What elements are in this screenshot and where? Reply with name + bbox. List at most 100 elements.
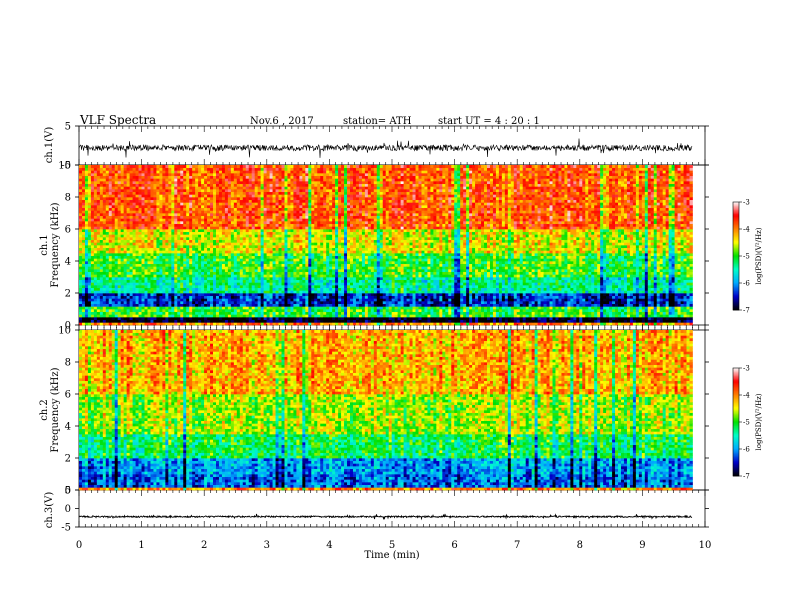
spectrogram-cell [252,184,255,187]
spectrogram-cell [118,304,121,307]
spectrogram-cell [139,274,142,277]
spectrogram-cell [234,304,237,307]
spectrogram-cell [204,202,207,205]
spectrogram-cell [88,245,91,248]
spectrogram-cell [317,277,320,280]
spectrogram-cell [267,258,270,261]
spectrogram-cell [171,210,174,213]
spectrogram-cell [171,277,174,280]
spectrogram-cell [293,213,296,216]
spectrogram-cell [189,293,192,296]
spectrogram-cell [153,277,156,280]
spectrogram-cell [88,298,91,301]
spectrogram-cell [168,306,171,309]
spectrogram-cell [124,178,127,181]
spectrogram-cell [299,232,302,235]
spectrogram-cell [207,322,210,325]
spectrogram-cell [311,186,314,189]
spectrogram-cell [231,218,234,221]
spectrogram-cell [234,218,237,221]
spectrogram-cell [210,309,213,312]
spectrogram-cell [276,226,279,229]
spectrogram-cell [264,266,267,269]
spectrogram-cell [210,285,213,288]
spectrogram-cell [94,274,97,277]
spectrogram-cell [177,266,180,269]
spectrogram-cell [94,178,97,181]
spectrogram-cell [234,213,237,216]
spectrogram-cell [195,210,198,213]
spectrogram-cell [282,309,285,312]
spectrogram-cell [139,309,142,312]
spectrogram-cell [121,200,124,203]
spectrogram-cell [148,218,151,221]
spectrogram-cell [219,237,222,240]
spectrogram-cell [261,186,264,189]
spectrogram-cell [323,237,326,240]
spectrogram-cell [159,208,162,211]
spectrogram-cell [94,285,97,288]
spectrogram-cell [302,184,305,187]
spectrogram-cell [258,170,261,173]
spectrogram-cell [308,197,311,200]
spectrogram-cell [106,250,109,253]
spectrogram-cell [249,306,252,309]
spectrogram-cell [195,301,198,304]
spectrogram-cell [261,181,264,184]
spectrogram-cell [198,232,201,235]
spectrogram-cell [121,258,124,261]
spectrogram-cell [207,234,210,237]
spectrogram-cell [109,192,112,195]
spectrogram-cell [273,298,276,301]
spectrogram-cell [231,208,234,211]
spectrogram-cell [219,208,222,211]
spectrogram-cell [290,242,293,245]
spectrogram-cell [121,168,124,171]
spectrogram-cell [249,261,252,264]
spectrogram-cell [79,290,82,293]
spectrogram-cell [171,189,174,192]
spectrogram-cell [216,314,219,317]
spectrogram-cell [177,184,180,187]
spectrogram-cell [91,277,94,280]
spectrogram-cell [222,314,225,317]
spectrogram-cell [299,269,302,272]
spectrogram-cell [106,170,109,173]
spectrogram-cell [326,317,329,320]
spectrogram-cell [79,250,82,253]
spectrogram-cell [311,245,314,248]
spectrogram-cell [127,258,130,261]
spectrogram-cell [159,282,162,285]
spectrogram-cell [249,272,252,275]
spectrogram-cell [255,202,258,205]
spectrogram-cell [168,277,171,280]
spectrogram-cell [103,280,106,283]
spectrogram-cell [186,229,189,232]
spectrogram-cell [261,224,264,227]
spectrogram-cell [279,221,282,224]
spectrogram-cell [204,280,207,283]
spectrogram-cell [177,189,180,192]
spectrogram-cell [276,176,279,179]
spectrogram-cell [323,304,326,307]
spectrogram-cell [148,234,151,237]
spectrogram-cell [240,197,243,200]
spectrogram-cell [231,285,234,288]
spectrogram-cell [82,306,85,309]
spectrogram-cell [159,221,162,224]
spectrogram-cell [82,205,85,208]
spectrogram-cell [228,298,231,301]
spectrogram-cell [302,210,305,213]
spectrogram-cell [97,237,100,240]
spectrogram-cell [219,173,222,176]
spectrogram-cell [88,290,91,293]
spectrogram-cell [127,256,130,259]
spectrogram-cell [162,234,165,237]
spectrogram-cell [159,216,162,219]
spectrogram-cell [136,293,139,296]
spectrogram-cell [210,280,213,283]
spectrogram-cell [228,176,231,179]
spectrogram-cell [219,304,222,307]
spectrogram-cell [139,293,142,296]
spectrogram-cell [264,232,267,235]
